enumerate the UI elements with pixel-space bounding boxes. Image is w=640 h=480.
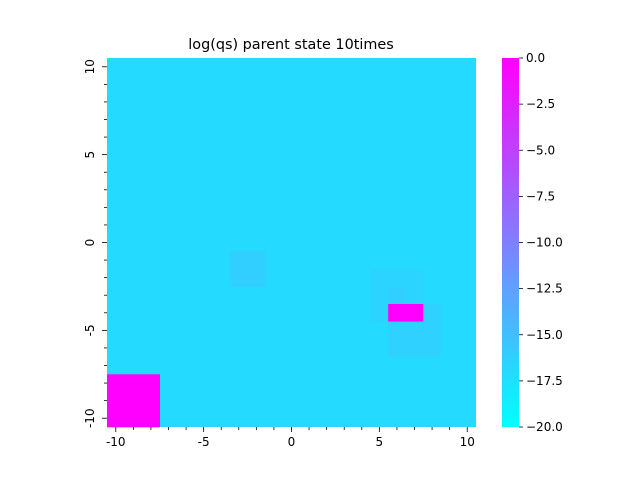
colorbar-tick-label: −5.0 — [526, 143, 555, 157]
x-tick-label: 0 — [288, 435, 296, 449]
heatmap-cell — [423, 339, 442, 358]
heatmap-cell — [388, 286, 407, 305]
chart-title: log(qs) parent state 10times — [188, 37, 393, 53]
colorbar-tick-label: 0.0 — [526, 51, 545, 65]
heatmap-cell — [230, 251, 248, 270]
heatmap-cell — [388, 304, 407, 322]
heatmap-cell — [107, 374, 125, 393]
heatmap-cell — [107, 409, 125, 428]
x-tick-label: -10 — [106, 435, 126, 449]
x-axis: -10 -5 0 5 10 — [106, 427, 475, 449]
heatmap-cell — [247, 251, 266, 270]
heatmap-cell — [405, 286, 424, 305]
heatmap-cell — [142, 374, 161, 393]
heatmap-cell — [124, 391, 143, 410]
heatmap-cell — [247, 268, 266, 287]
y-axis: 10 5 0 -5 -10 — [83, 59, 107, 428]
heatmap-cell — [107, 391, 125, 410]
x-tick-label: -5 — [198, 435, 210, 449]
heatmap-cell — [124, 374, 143, 393]
colorbar-tick-label: −7.5 — [526, 189, 555, 203]
colorbar-tick-label: −12.5 — [526, 282, 563, 296]
heatmap-cell — [388, 321, 407, 340]
heatmap-cell — [142, 409, 161, 428]
heatmap-cells — [107, 58, 476, 428]
heatmap-cell — [405, 321, 424, 340]
heatmap-background — [107, 58, 476, 427]
heatmap-cell — [405, 304, 424, 322]
colorbar — [502, 58, 519, 427]
heatmap-cell — [230, 268, 248, 287]
heatmap-cell — [370, 286, 389, 305]
colorbar-tick-label: −17.5 — [526, 374, 563, 388]
heatmap-cell — [370, 268, 389, 287]
colorbar-tick-label: −20.0 — [526, 420, 563, 434]
colorbar-tick-label: −15.0 — [526, 328, 563, 342]
heatmap-cell — [124, 409, 143, 428]
heatmap-cell — [370, 304, 389, 322]
y-tick-label: 5 — [83, 151, 97, 159]
heatmap-cell — [142, 391, 161, 410]
heatmap-cell — [388, 339, 407, 358]
colorbar-tick-label: −10.0 — [526, 236, 563, 250]
x-tick-label: 5 — [376, 435, 384, 449]
heatmap-cell — [405, 339, 424, 358]
y-tick-label: 10 — [83, 59, 97, 74]
heatmap-cell — [423, 304, 442, 322]
colorbar-axis: 0.0 −2.5 −5.0 −7.5 −10.0 −12.5 −15.0 −17.5 −20.0 — [519, 51, 563, 434]
y-tick-label: -10 — [83, 408, 97, 428]
y-tick-label: 0 — [83, 239, 97, 247]
y-tick-label: -5 — [83, 324, 97, 336]
colorbar-tick-label: −2.5 — [526, 97, 555, 111]
heatmap-cell — [423, 321, 442, 340]
heatmap-cell — [405, 268, 424, 287]
heatmap-cell — [388, 268, 407, 287]
x-tick-label: 10 — [460, 435, 475, 449]
